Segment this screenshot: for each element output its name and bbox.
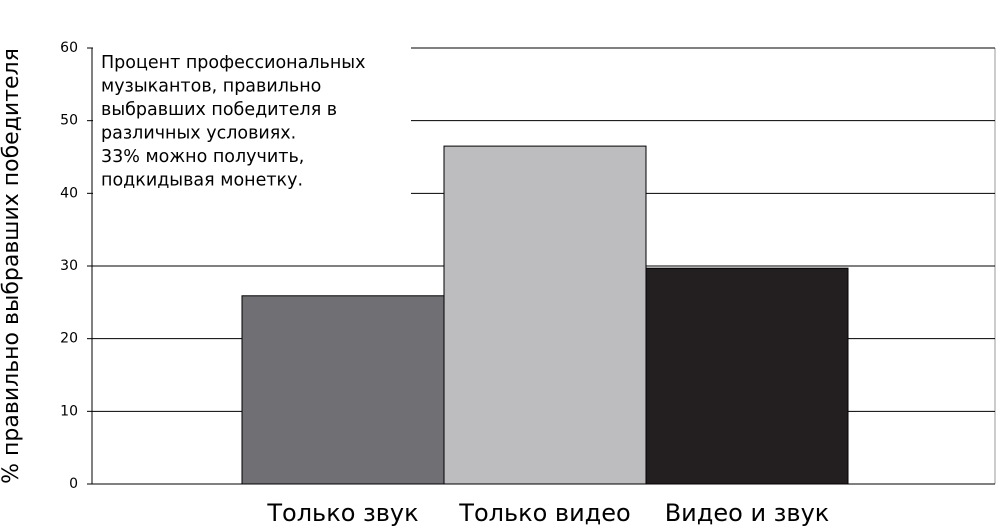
y-tick-label: 50 (60, 113, 78, 129)
x-tick-label: Только звук (266, 499, 418, 527)
y-tick-label: 60 (60, 40, 78, 56)
annotation: музыкантов, правильно (101, 77, 321, 97)
bar (443, 145, 647, 485)
y-tick-label: 40 (60, 185, 78, 201)
annotation: Процент профессиональных (101, 53, 365, 73)
annotation: 33% можно получить, (101, 147, 304, 167)
annotation: различных условиях. (101, 124, 296, 144)
x-tick-label: Только видео (458, 499, 630, 527)
x-tick-label: Видео и звук (665, 499, 830, 527)
bar (241, 295, 445, 485)
annotation: выбравших победителя в (101, 100, 337, 120)
annotation-box (93, 44, 411, 204)
y-tick-label: 30 (60, 258, 78, 274)
annotation: подкидывая монетку. (101, 171, 303, 191)
y-tick-label: 0 (69, 476, 78, 492)
bar (645, 267, 849, 485)
y-tick-label: 10 (60, 403, 78, 419)
y-axis-label: % правильно выбравших победителя (0, 48, 24, 484)
y-tick-label: 20 (60, 331, 78, 347)
